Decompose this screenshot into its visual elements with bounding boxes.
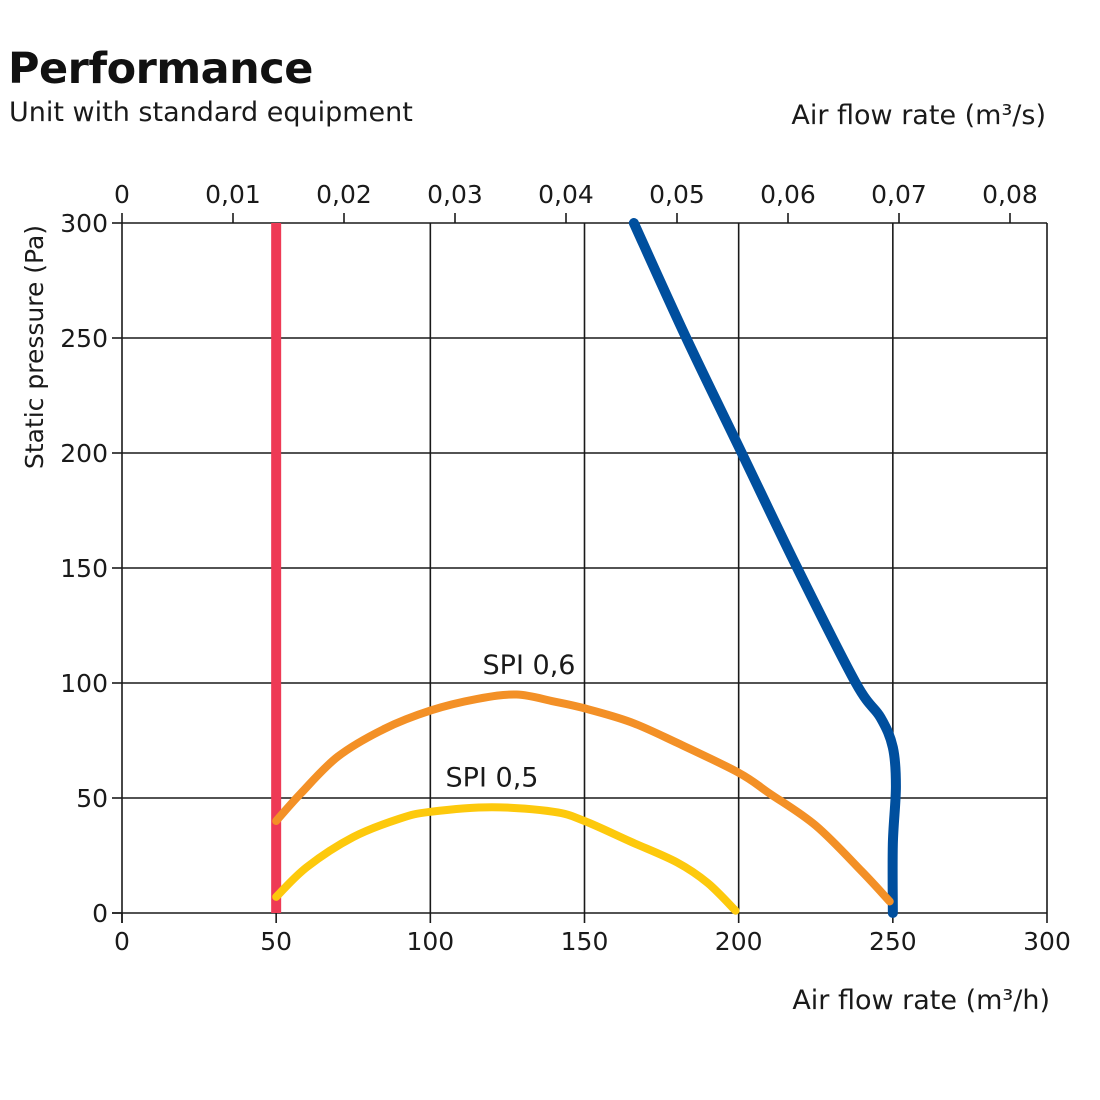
- top-x-tick-label: 0,01: [205, 180, 261, 209]
- x-tick-label: 50: [260, 927, 292, 956]
- y-tick-label: 300: [60, 209, 108, 238]
- x-tick-label: 300: [1023, 927, 1071, 956]
- series-group: [271, 218, 901, 918]
- top-x-tick-label: 0,02: [316, 180, 372, 209]
- top-x-tick-label: 0: [114, 180, 130, 209]
- curve-label: SPI 0,6: [483, 650, 576, 681]
- series-line-fan-curve-max: [628, 218, 901, 918]
- x-tick-label: 200: [715, 927, 763, 956]
- top-x-tick-label: 0,06: [760, 180, 816, 209]
- x-tick-label: 250: [869, 927, 917, 956]
- y-tick-label: 100: [60, 669, 108, 698]
- top-x-tick-label: 0,07: [871, 180, 927, 209]
- y-tick-label: 250: [60, 324, 108, 353]
- series-line-spi-0-5: [272, 803, 740, 915]
- series-line-spi-0-6: [272, 690, 894, 906]
- chart-title: Performance: [8, 44, 313, 94]
- top-x-axis-label: Air flow rate (m³/s): [791, 100, 1046, 131]
- top-x-tick-label: 0,08: [982, 180, 1038, 209]
- y-tick-label: 50: [76, 784, 108, 813]
- top-x-tick-label: 0,03: [427, 180, 483, 209]
- top-x-tick-label: 0,05: [649, 180, 705, 209]
- curve-label: SPI 0,5: [446, 763, 539, 794]
- y-tick-label: 200: [60, 439, 108, 468]
- x-tick-label: 0: [114, 927, 130, 956]
- top-x-tick-label: 0,04: [538, 180, 594, 209]
- x-tick-label: 100: [406, 927, 454, 956]
- y-tick-label: 150: [60, 554, 108, 583]
- x-tick-label: 150: [561, 927, 609, 956]
- x-axis-label: Air flow rate (m³/h): [792, 985, 1050, 1016]
- grid: [122, 222, 1048, 913]
- chart-subtitle: Unit with standard equipment: [9, 97, 413, 128]
- y-tick-label: 0: [92, 899, 108, 928]
- annotations: SPI 0,6 SPI 0,5: [446, 650, 576, 794]
